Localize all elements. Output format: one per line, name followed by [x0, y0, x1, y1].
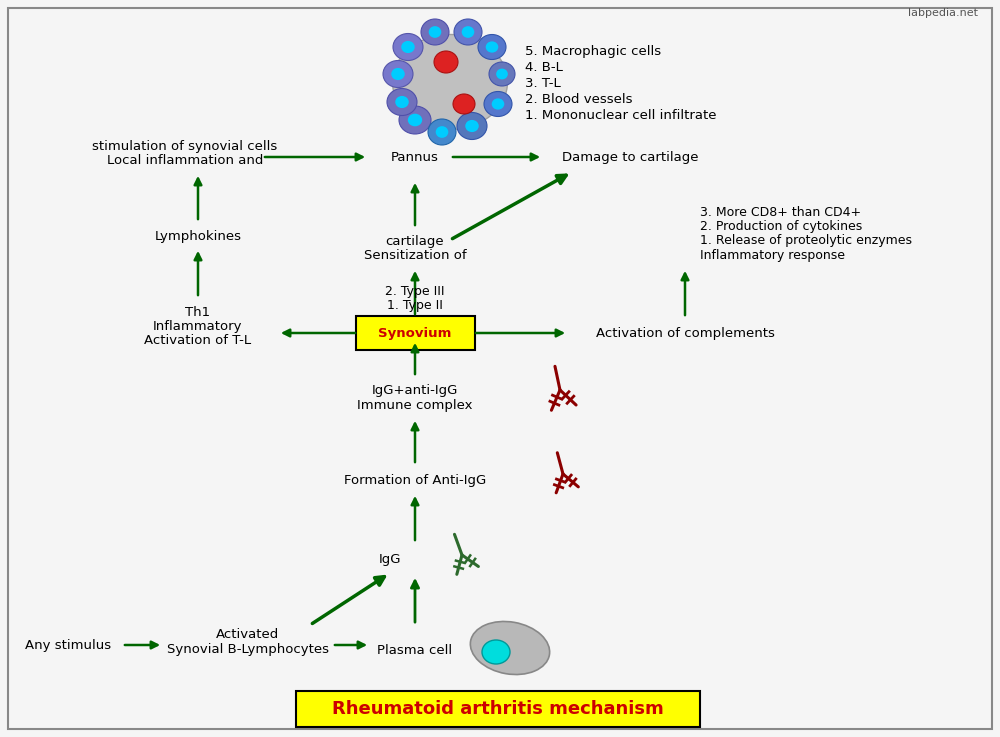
Ellipse shape [428, 119, 456, 145]
Ellipse shape [496, 69, 508, 80]
Text: Any stimulus: Any stimulus [25, 638, 111, 652]
Text: Damage to cartilage: Damage to cartilage [562, 150, 698, 164]
Text: Synovium: Synovium [378, 326, 452, 340]
Ellipse shape [392, 35, 508, 130]
Text: Local inflammation and: Local inflammation and [107, 153, 263, 167]
Text: 2. Blood vessels: 2. Blood vessels [525, 93, 633, 105]
Text: Lymphokines: Lymphokines [154, 229, 242, 242]
Text: cartilage: cartilage [386, 234, 444, 248]
Text: Immune complex: Immune complex [357, 399, 473, 411]
FancyBboxPatch shape [8, 8, 992, 729]
Text: Inflammatory response: Inflammatory response [700, 248, 845, 262]
Ellipse shape [454, 19, 482, 45]
Text: 1. Release of proteolytic enzymes: 1. Release of proteolytic enzymes [700, 234, 912, 246]
Text: 3. More CD8+ than CD4+: 3. More CD8+ than CD4+ [700, 206, 861, 218]
Ellipse shape [470, 621, 550, 674]
Text: Th1: Th1 [185, 306, 211, 318]
Ellipse shape [401, 41, 415, 53]
Ellipse shape [484, 91, 512, 116]
Ellipse shape [387, 88, 417, 116]
Ellipse shape [434, 51, 458, 73]
Ellipse shape [436, 126, 448, 138]
Ellipse shape [492, 98, 504, 110]
Ellipse shape [383, 60, 413, 88]
Text: IgG+anti-IgG: IgG+anti-IgG [372, 383, 458, 397]
Text: Plasma cell: Plasma cell [377, 643, 453, 657]
Ellipse shape [462, 26, 474, 38]
Text: 1. Type II: 1. Type II [387, 298, 443, 312]
Ellipse shape [429, 26, 441, 38]
Text: Sensitization of: Sensitization of [364, 248, 466, 262]
Ellipse shape [478, 35, 506, 60]
Ellipse shape [408, 113, 422, 126]
Text: Synovial B-Lymphocytes: Synovial B-Lymphocytes [167, 643, 329, 657]
Text: stimulation of synovial cells: stimulation of synovial cells [92, 139, 278, 153]
Ellipse shape [457, 113, 487, 139]
Ellipse shape [421, 19, 449, 45]
Ellipse shape [393, 33, 423, 60]
Text: 3. T-L: 3. T-L [525, 77, 561, 89]
Ellipse shape [399, 106, 431, 134]
Ellipse shape [482, 640, 510, 664]
Text: labpedia.net: labpedia.net [908, 8, 978, 18]
Text: 2. Type III: 2. Type III [385, 284, 445, 298]
Text: Activation of complements: Activation of complements [596, 326, 774, 340]
Text: Formation of Anti-IgG: Formation of Anti-IgG [344, 473, 486, 486]
Ellipse shape [465, 120, 479, 132]
Ellipse shape [486, 41, 498, 52]
Text: 4. B-L: 4. B-L [525, 60, 563, 74]
Ellipse shape [391, 68, 405, 80]
Text: 5. Macrophagic cells: 5. Macrophagic cells [525, 44, 661, 57]
FancyBboxPatch shape [296, 691, 700, 727]
Ellipse shape [453, 94, 475, 114]
Text: Inflammatory: Inflammatory [153, 320, 243, 332]
FancyBboxPatch shape [356, 316, 475, 350]
Text: Activated: Activated [216, 627, 280, 640]
Text: IgG: IgG [379, 553, 401, 567]
Ellipse shape [395, 96, 409, 108]
Text: Pannus: Pannus [391, 150, 439, 164]
Text: 1. Mononuclear cell infiltrate: 1. Mononuclear cell infiltrate [525, 108, 716, 122]
Text: Activation of T-L: Activation of T-L [144, 334, 252, 346]
Ellipse shape [489, 62, 515, 86]
Text: Rheumatoid arthritis mechanism: Rheumatoid arthritis mechanism [332, 700, 664, 718]
Text: 2. Production of cytokines: 2. Production of cytokines [700, 220, 862, 232]
